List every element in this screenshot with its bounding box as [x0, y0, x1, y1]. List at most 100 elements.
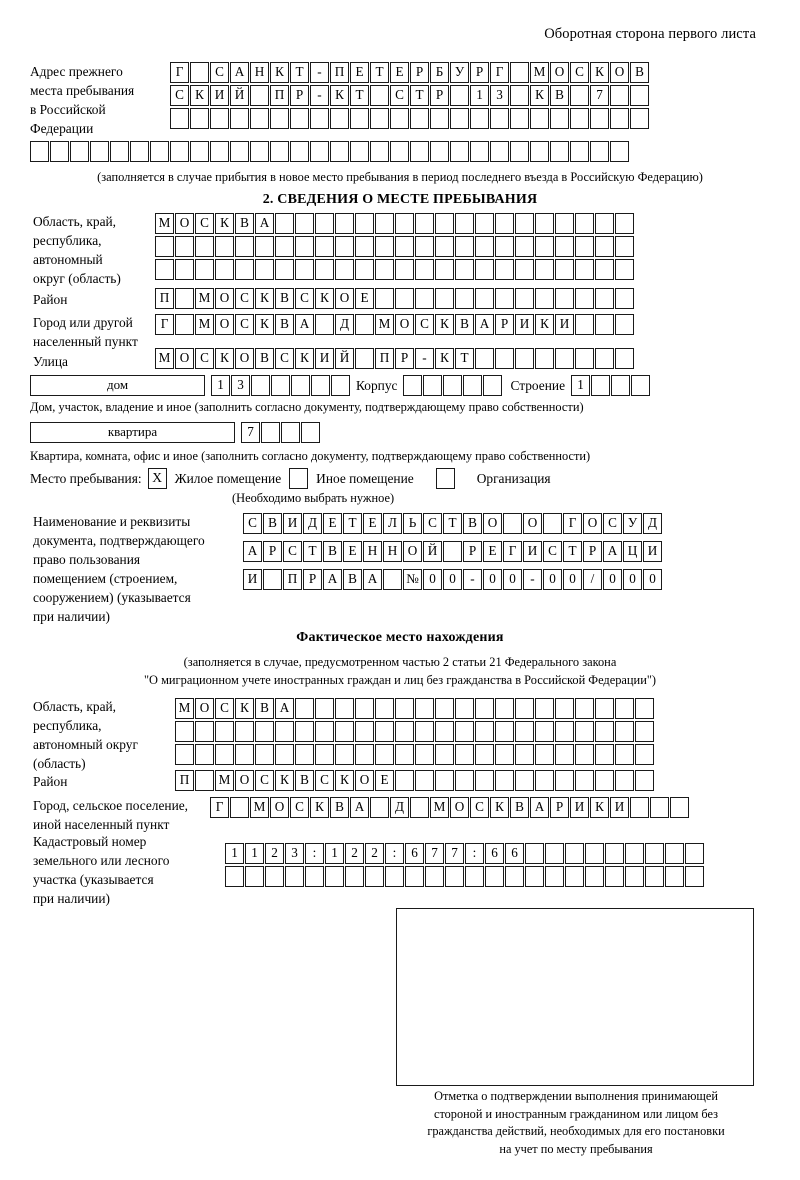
comb-cell[interactable]: [575, 213, 594, 234]
comb-cell[interactable]: [510, 141, 529, 162]
comb-cell[interactable]: [235, 721, 254, 742]
comb-cell[interactable]: В: [510, 797, 529, 818]
comb-cell[interactable]: П: [270, 85, 289, 106]
comb-cell[interactable]: [565, 843, 584, 864]
comb-cell[interactable]: [290, 141, 309, 162]
comb-cell[interactable]: [535, 259, 554, 280]
comb-cell[interactable]: [370, 108, 389, 129]
comb-cell[interactable]: [175, 314, 194, 335]
comb-cell[interactable]: [275, 721, 294, 742]
section2-region-comb-row-2[interactable]: [155, 236, 634, 257]
section2-region-comb-row-3[interactable]: [155, 259, 634, 280]
doc-comb-row-3[interactable]: И П Р А В А № 0 0-0 0-0 0/0 0 0: [243, 569, 662, 590]
comb-cell[interactable]: Ь: [403, 513, 422, 534]
prev-address-comb-row-3[interactable]: [170, 108, 649, 129]
comb-cell[interactable]: [615, 236, 634, 257]
comb-cell[interactable]: [355, 213, 374, 234]
comb-cell[interactable]: Е: [323, 513, 342, 534]
comb-cell[interactable]: [525, 843, 544, 864]
comb-cell[interactable]: [275, 213, 294, 234]
comb-cell[interactable]: [270, 108, 289, 129]
comb-cell[interactable]: [190, 108, 209, 129]
comb-cell[interactable]: В: [275, 288, 294, 309]
comb-cell[interactable]: [443, 375, 463, 396]
comb-cell[interactable]: [155, 236, 174, 257]
comb-cell[interactable]: [555, 259, 574, 280]
comb-cell[interactable]: [595, 721, 614, 742]
comb-cell[interactable]: [585, 843, 604, 864]
comb-cell[interactable]: [423, 375, 443, 396]
comb-cell[interactable]: Н: [383, 541, 402, 562]
comb-cell[interactable]: П: [155, 288, 174, 309]
comb-cell[interactable]: [415, 770, 434, 791]
comb-cell[interactable]: [475, 288, 494, 309]
comb-cell[interactable]: [615, 721, 634, 742]
comb-cell[interactable]: 3: [490, 85, 509, 106]
comb-cell[interactable]: О: [215, 288, 234, 309]
comb-cell[interactable]: 1: [245, 843, 264, 864]
comb-cell[interactable]: [625, 866, 644, 887]
comb-cell[interactable]: [595, 288, 614, 309]
comb-cell[interactable]: [305, 866, 324, 887]
comb-cell[interactable]: [650, 797, 669, 818]
comb-cell[interactable]: [595, 259, 614, 280]
comb-cell[interactable]: [495, 721, 514, 742]
comb-cell[interactable]: [271, 375, 290, 396]
comb-cell[interactable]: [615, 314, 634, 335]
comb-cell[interactable]: [631, 375, 651, 396]
comb-cell[interactable]: С: [283, 541, 302, 562]
comb-cell[interactable]: [535, 213, 554, 234]
comb-cell[interactable]: [330, 108, 349, 129]
comb-cell[interactable]: [190, 141, 209, 162]
comb-cell[interactable]: [370, 85, 389, 106]
comb-cell[interactable]: 0: [423, 569, 442, 590]
comb-cell[interactable]: [355, 348, 374, 369]
comb-cell[interactable]: [255, 259, 274, 280]
comb-cell[interactable]: [455, 721, 474, 742]
comb-cell[interactable]: [403, 375, 423, 396]
comb-cell[interactable]: [570, 141, 589, 162]
comb-cell[interactable]: [611, 375, 631, 396]
comb-cell[interactable]: Р: [463, 541, 482, 562]
comb-cell[interactable]: [170, 141, 189, 162]
comb-cell[interactable]: К: [215, 213, 234, 234]
comb-cell[interactable]: [435, 721, 454, 742]
comb-cell[interactable]: С: [275, 348, 294, 369]
comb-cell[interactable]: [195, 744, 214, 765]
comb-cell[interactable]: 0: [643, 569, 662, 590]
comb-cell[interactable]: [415, 213, 434, 234]
comb-cell[interactable]: 1: [571, 375, 591, 396]
comb-cell[interactable]: [255, 744, 274, 765]
comb-cell[interactable]: [630, 108, 649, 129]
comb-cell[interactable]: К: [235, 698, 254, 719]
comb-cell[interactable]: О: [270, 797, 289, 818]
comb-cell[interactable]: [295, 744, 314, 765]
comb-cell[interactable]: [475, 213, 494, 234]
comb-cell[interactable]: [545, 866, 564, 887]
comb-cell[interactable]: С: [423, 513, 442, 534]
comb-cell[interactable]: В: [263, 513, 282, 534]
comb-cell[interactable]: Е: [350, 62, 369, 83]
comb-cell[interactable]: [335, 698, 354, 719]
comb-cell[interactable]: В: [323, 541, 342, 562]
comb-cell[interactable]: [605, 843, 624, 864]
comb-cell[interactable]: К: [535, 314, 554, 335]
comb-cell[interactable]: [535, 236, 554, 257]
comb-cell[interactable]: Р: [583, 541, 602, 562]
comb-cell[interactable]: 7: [445, 843, 464, 864]
comb-cell[interactable]: К: [310, 797, 329, 818]
comb-cell[interactable]: [555, 770, 574, 791]
comb-cell[interactable]: В: [630, 62, 649, 83]
comb-cell[interactable]: [215, 744, 234, 765]
comb-cell[interactable]: [575, 314, 594, 335]
comb-cell[interactable]: [610, 85, 629, 106]
comb-cell[interactable]: С: [470, 797, 489, 818]
comb-cell[interactable]: [315, 213, 334, 234]
comb-cell[interactable]: [495, 259, 514, 280]
comb-cell[interactable]: :: [305, 843, 324, 864]
comb-cell[interactable]: К: [275, 770, 294, 791]
comb-cell[interactable]: -: [310, 85, 329, 106]
comb-cell[interactable]: [370, 797, 389, 818]
